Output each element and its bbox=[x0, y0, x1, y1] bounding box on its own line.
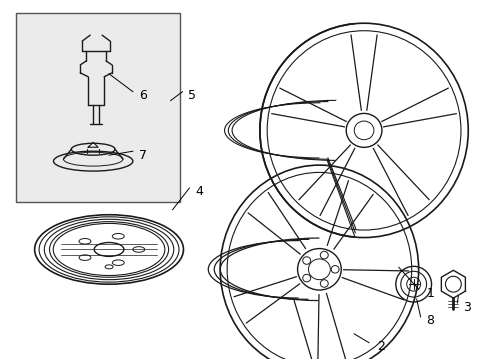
Text: 7: 7 bbox=[139, 149, 146, 162]
Text: 1: 1 bbox=[426, 287, 433, 300]
Text: 6: 6 bbox=[139, 89, 146, 102]
Text: 8: 8 bbox=[426, 314, 434, 327]
Text: 3: 3 bbox=[462, 301, 470, 314]
FancyBboxPatch shape bbox=[16, 13, 179, 202]
Text: 5: 5 bbox=[188, 89, 196, 102]
Text: 2: 2 bbox=[376, 340, 384, 353]
Text: 4: 4 bbox=[195, 185, 203, 198]
